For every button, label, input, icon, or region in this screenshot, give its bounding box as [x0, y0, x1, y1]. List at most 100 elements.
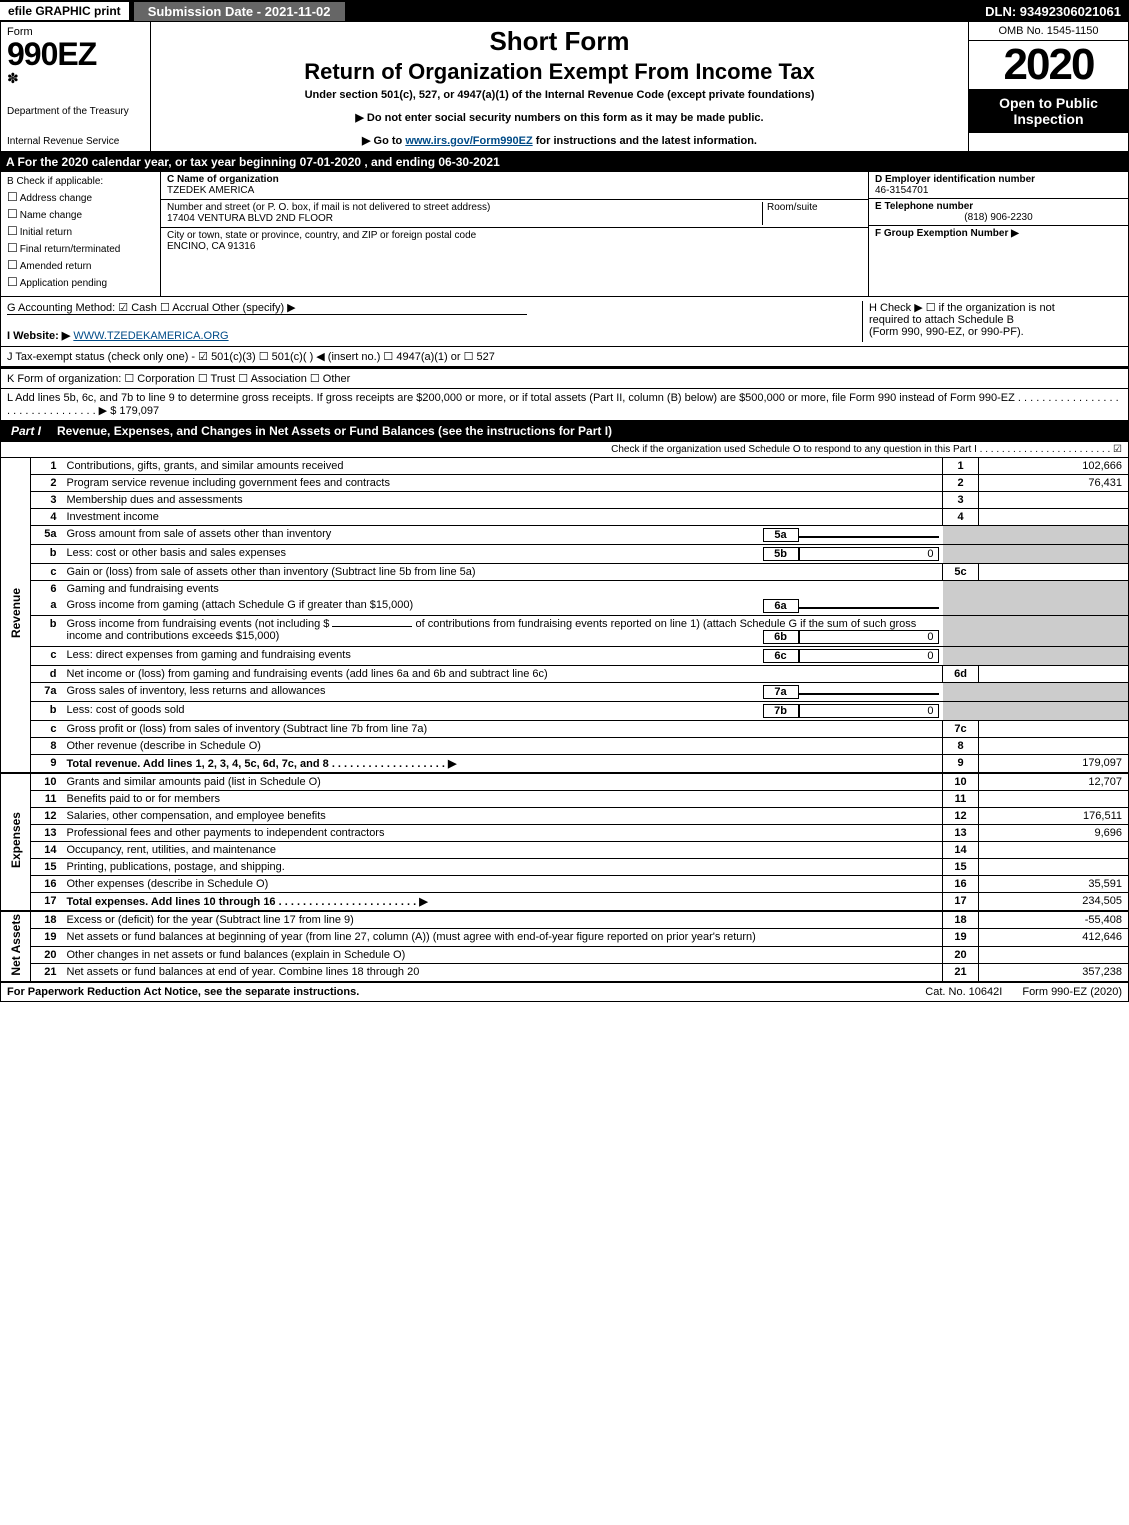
g-accounting: G Accounting Method: ☑ Cash ☐ Accrual Ot… [7, 301, 856, 342]
line-10: Expenses 10Grants and similar amounts pa… [1, 773, 1129, 791]
revenue-side: Revenue [1, 458, 31, 773]
tax-year: 2020 [969, 41, 1128, 89]
line-5c: cGain or (loss) from sale of assets othe… [1, 564, 1129, 581]
website-link[interactable]: WWW.TZEDEKAMERICA.ORG [73, 330, 228, 342]
j-tax-exempt: J Tax-exempt status (check only one) - ☑… [0, 347, 1129, 367]
line-3: 3Membership dues and assessments 3 [1, 492, 1129, 509]
org-name-row: C Name of organization TZEDEK AMERICA [161, 172, 868, 200]
line-6b: b Gross income from fundraising events (… [1, 616, 1129, 647]
netassets-side: Net Assets [1, 911, 31, 981]
open-public: Open to Public Inspection [969, 89, 1128, 133]
line-5b: b Less: cost or other basis and sales ex… [1, 545, 1129, 564]
line-13: 13Professional fees and other payments t… [1, 825, 1129, 842]
line-21: 21Net assets or fund balances at end of … [1, 964, 1129, 981]
check-final-return[interactable]: Final return/terminated [7, 241, 154, 255]
short-form-title: Short Form [159, 26, 960, 57]
check-initial-return[interactable]: Initial return [7, 224, 154, 238]
line-6d: dNet income or (loss) from gaming and fu… [1, 666, 1129, 683]
e-label: E Telephone number [875, 201, 973, 212]
org-name: TZEDEK AMERICA [167, 185, 254, 196]
header-center: Short Form Return of Organization Exempt… [151, 22, 968, 151]
l-text: L Add lines 5b, 6c, and 7b to line 9 to … [7, 392, 1119, 417]
col-def: D Employer identification number 46-3154… [868, 172, 1128, 296]
paperwork-notice: For Paperwork Reduction Act Notice, see … [7, 986, 905, 998]
col-b-checks: B Check if applicable: Address change Na… [1, 172, 161, 296]
line-8: 8Other revenue (describe in Schedule O) … [1, 738, 1129, 755]
org-addr-row: Number and street (or P. O. box, if mail… [161, 200, 868, 228]
under-section: Under section 501(c), 527, or 4947(a)(1)… [159, 89, 960, 101]
lines-table: Revenue 1 Contributions, gifts, grants, … [0, 458, 1129, 982]
expenses-side: Expenses [1, 773, 31, 911]
info-grid: B Check if applicable: Address change Na… [0, 172, 1129, 297]
page-footer: For Paperwork Reduction Act Notice, see … [0, 982, 1129, 1002]
dept-treasury: Department of the Treasury [7, 106, 144, 117]
line-18: Net Assets 18Excess or (deficit) for the… [1, 911, 1129, 929]
h-line3: (Form 990, 990-EZ, or 990-PF). [869, 326, 1122, 338]
line-14: 14Occupancy, rent, utilities, and mainte… [1, 842, 1129, 859]
line-11: 11Benefits paid to or for members11 [1, 791, 1129, 808]
top-bar: efile GRAPHIC print Submission Date - 20… [0, 0, 1129, 22]
part1-title: Revenue, Expenses, and Changes in Net As… [51, 421, 1128, 441]
box-gh: G Accounting Method: ☑ Cash ☐ Accrual Ot… [0, 297, 1129, 347]
line-7b: b Less: cost of goods sold 7b0 [1, 702, 1129, 721]
goto-post: for instructions and the latest informat… [533, 135, 757, 147]
line-5a: 5a Gross amount from sale of assets othe… [1, 526, 1129, 545]
line-6c: c Less: direct expenses from gaming and … [1, 647, 1129, 666]
c-label: C Name of organization [167, 174, 279, 185]
ein-cell: D Employer identification number 46-3154… [869, 172, 1128, 199]
l-val: 179,097 [116, 405, 159, 417]
return-title: Return of Organization Exempt From Incom… [159, 59, 960, 85]
no-ssn-note: ▶ Do not enter social security numbers o… [159, 111, 960, 124]
city-label: City or town, state or province, country… [167, 230, 476, 241]
phone-value: (818) 906-2230 [875, 212, 1122, 223]
l-gross-receipts: L Add lines 5b, 6c, and 7b to line 9 to … [0, 389, 1129, 421]
line-16: 16Other expenses (describe in Schedule O… [1, 876, 1129, 893]
efile-label[interactable]: efile GRAPHIC print [0, 2, 129, 20]
form-ref: Form 990-EZ (2020) [1022, 986, 1122, 998]
line-6a: a Gross income from gaming (attach Sched… [1, 597, 1129, 616]
irs-link[interactable]: www.irs.gov/Form990EZ [405, 135, 532, 147]
form-number: 990EZ [7, 38, 144, 70]
line-12: 12Salaries, other compensation, and empl… [1, 808, 1129, 825]
room-label: Room/suite [767, 202, 818, 213]
line-7c: cGross profit or (loss) from sales of in… [1, 721, 1129, 738]
line-15: 15Printing, publications, postage, and s… [1, 859, 1129, 876]
part1-sub: Check if the organization used Schedule … [0, 442, 1129, 458]
check-app-pending[interactable]: Application pending [7, 275, 154, 289]
website-lbl: I Website: ▶ [7, 330, 70, 342]
h-line2: required to attach Schedule B [869, 314, 1122, 326]
org-addr: 17404 VENTURA BLVD 2ND FLOOR [167, 213, 333, 224]
line-7a: 7a Gross sales of inventory, less return… [1, 683, 1129, 702]
org-city: ENCINO, CA 91316 [167, 241, 255, 252]
submission-date: Submission Date - 2021-11-02 [133, 1, 346, 22]
check-name-change[interactable]: Name change [7, 207, 154, 221]
f-label: F Group Exemption Number ▶ [875, 228, 1019, 239]
h-line1: H Check ▶ ☐ if the organization is not [869, 301, 1122, 314]
k-form-org: K Form of organization: ☐ Corporation ☐ … [0, 367, 1129, 389]
ein-value: 46-3154701 [875, 185, 928, 196]
b-heading: B Check if applicable: [7, 176, 154, 187]
line-4: 4Investment income 4 [1, 509, 1129, 526]
line-6: 6Gaming and fundraising events [1, 581, 1129, 598]
d-label: D Employer identification number [875, 174, 1035, 185]
part1-header: Part I Revenue, Expenses, and Changes in… [0, 421, 1129, 442]
check-address-change[interactable]: Address change [7, 190, 154, 204]
form-header: Form 990EZ ✽ Department of the Treasury … [0, 22, 1129, 152]
line-19: 19Net assets or fund balances at beginni… [1, 929, 1129, 946]
omb-number: OMB No. 1545-1150 [969, 22, 1128, 41]
header-right: OMB No. 1545-1150 2020 Open to Public In… [968, 22, 1128, 151]
group-cell: F Group Exemption Number ▶ [869, 226, 1128, 296]
line-20: 20Other changes in net assets or fund ba… [1, 946, 1129, 963]
part1-tag: Part I [1, 421, 51, 441]
check-amended[interactable]: Amended return [7, 258, 154, 272]
phone-cell: E Telephone number (818) 906-2230 [869, 199, 1128, 226]
line-17: 17Total expenses. Add lines 10 through 1… [1, 893, 1129, 912]
i-website-row: I Website: ▶ WWW.TZEDEKAMERICA.ORG [7, 329, 856, 342]
org-city-row: City or town, state or province, country… [161, 228, 868, 256]
line-9: 9Total revenue. Add lines 1, 2, 3, 4, 5c… [1, 755, 1129, 774]
h-check: H Check ▶ ☐ if the organization is not r… [862, 301, 1122, 342]
addr-label: Number and street (or P. O. box, if mail… [167, 202, 490, 213]
line-1: Revenue 1 Contributions, gifts, grants, … [1, 458, 1129, 475]
goto-note: ▶ Go to www.irs.gov/Form990EZ for instru… [159, 134, 960, 147]
goto-pre: ▶ Go to [362, 135, 405, 147]
